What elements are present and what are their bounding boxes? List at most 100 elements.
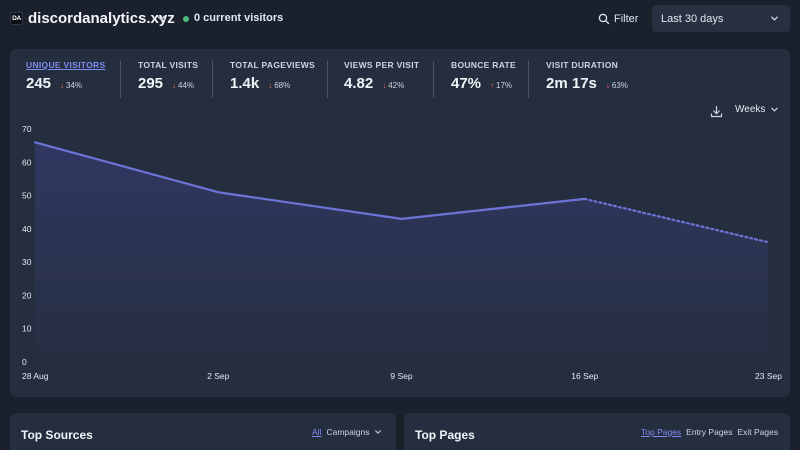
- series-line-segment: [217, 191, 403, 220]
- tab-campaigns[interactable]: Campaigns: [326, 427, 370, 437]
- stat-value-row: 2m 17s ↓ 63%: [546, 75, 628, 92]
- date-range-select[interactable]: Last 30 days: [652, 5, 790, 32]
- top-pages-title: Top Pages: [415, 428, 475, 442]
- stat-value: 1.4k: [230, 75, 260, 92]
- stat-change: ↓ 68%: [268, 81, 290, 90]
- stat-total-visits[interactable]: TOTAL VISITS 295 ↓ 44%: [138, 60, 198, 98]
- stat-change: ↓ 44%: [172, 81, 194, 90]
- y-tick-label: 30: [22, 257, 32, 267]
- y-tick-label: 50: [22, 191, 32, 201]
- arrow-down-icon: ↓: [172, 81, 177, 90]
- stat-value: 4.82: [344, 75, 374, 92]
- y-tick-label: 70: [22, 124, 32, 134]
- stat-value-row: 1.4k ↓ 68%: [230, 75, 315, 92]
- y-tick-label: 60: [22, 157, 32, 167]
- arrow-down-icon: ↓: [60, 81, 65, 90]
- stat-change-value: 68%: [274, 81, 291, 90]
- stat-label: TOTAL PAGEVIEWS: [230, 60, 316, 70]
- interval-select[interactable]: Weeks: [735, 104, 779, 115]
- data-point[interactable]: [399, 216, 405, 222]
- stat-value: 295: [138, 75, 164, 92]
- arrow-down-icon: ↓: [268, 81, 273, 90]
- tab-exit-pages[interactable]: Exit Pages: [737, 427, 779, 437]
- x-tick-label: 23 Sep: [755, 371, 782, 381]
- stat-views-per-visit[interactable]: VIEWS PER VISIT 4.82 ↓ 42%: [344, 60, 419, 98]
- arrow-down-icon: ↓: [382, 81, 387, 90]
- x-tick-label: 16 Sep: [571, 371, 598, 381]
- y-tick-label: 0: [22, 357, 27, 367]
- stat-visit-duration[interactable]: VISIT DURATION 2m 17s ↓ 63%: [546, 60, 628, 98]
- stat-divider: [433, 61, 434, 98]
- x-tick-label: 9 Sep: [390, 371, 412, 381]
- stat-change-value: 34%: [66, 81, 83, 90]
- visitors-line-chart: 0 10 20 30 40 50 60 70 28 Aug 2 Sep 9 Sep 16 Sep 23 …: [22, 124, 782, 381]
- top-pages-card: Top Pages Top Pages Entry Pages Exit Pag…: [404, 413, 790, 450]
- arrow-up-icon: ↑: [490, 81, 495, 90]
- data-point[interactable]: [765, 239, 771, 245]
- stat-change-value: 42%: [388, 81, 405, 90]
- series-area-fill: [35, 142, 768, 362]
- arrow-down-icon: ↓: [605, 81, 610, 90]
- stat-change-value: 17%: [496, 81, 513, 90]
- site-name[interactable]: discordanalytics.xyz: [28, 10, 175, 27]
- stat-bounce-rate[interactable]: BOUNCE RATE 47% ↑ 17%: [451, 60, 516, 98]
- y-tick-label: 10: [22, 324, 32, 334]
- top-sources-tabs: All Campaigns: [312, 427, 382, 437]
- stat-change: ↓ 63%: [606, 81, 628, 90]
- chevron-down-icon: [771, 16, 778, 21]
- stat-change: ↓ 34%: [60, 81, 82, 90]
- data-point[interactable]: [215, 189, 221, 195]
- stat-total-pageviews[interactable]: TOTAL PAGEVIEWS 1.4k ↓ 68%: [230, 60, 315, 98]
- y-tick-label: 40: [22, 224, 32, 234]
- main-graph-card: 0 10 20 30 40 50 60 70 28 Aug 2 Sep 9 Sep 16 Sep 23 …: [10, 49, 790, 397]
- date-range-label: Last 30 days: [661, 13, 724, 25]
- stat-divider: [528, 61, 529, 98]
- stat-divider: [212, 61, 213, 98]
- chevron-down-icon[interactable]: [155, 12, 167, 24]
- stat-value-row: 245 ↓ 34%: [26, 75, 105, 92]
- y-tick-label: 20: [22, 290, 32, 300]
- stat-value: 245: [26, 75, 52, 92]
- stat-label: VIEWS PER VISIT: [344, 60, 420, 70]
- stat-label: VISIT DURATION: [546, 60, 619, 70]
- stat-label: UNIQUE VISITORS: [26, 60, 106, 70]
- series-line-incomplete-segment: [583, 197, 770, 244]
- filter-button[interactable]: Filter: [598, 10, 638, 28]
- site-logo[interactable]: DA: [10, 12, 23, 25]
- live-status-dot-icon: [183, 16, 189, 22]
- data-point[interactable]: [32, 139, 38, 145]
- top-sources-card: Top Sources All Campaigns: [10, 413, 396, 450]
- top-bar: DA discordanalytics.xyz 0 current visito…: [0, 0, 800, 38]
- top-sources-title: Top Sources: [21, 428, 93, 442]
- series-line-segment: [33, 141, 220, 194]
- search-icon: [598, 13, 610, 25]
- stat-change: ↑ 17%: [490, 81, 512, 90]
- tab-entry-pages[interactable]: Entry Pages: [686, 427, 733, 437]
- stat-divider: [327, 61, 328, 98]
- stat-value: 47%: [451, 75, 482, 92]
- stat-value: 2m 17s: [546, 75, 597, 92]
- chevron-down-icon[interactable]: [374, 428, 382, 436]
- stat-label: TOTAL VISITS: [138, 60, 199, 70]
- stat-divider: [120, 61, 121, 98]
- stat-change-value: 63%: [611, 81, 628, 90]
- top-pages-tabs: Top Pages Entry Pages Exit Pages: [641, 427, 778, 437]
- stat-value-row: 47% ↑ 17%: [451, 75, 516, 92]
- current-visitors-count[interactable]: 0 current visitors: [194, 12, 284, 24]
- stat-change: ↓ 42%: [382, 81, 404, 90]
- tab-top-pages[interactable]: Top Pages: [641, 427, 682, 437]
- stat-value-row: 4.82 ↓ 42%: [344, 75, 419, 92]
- stat-value-row: 295 ↓ 44%: [138, 75, 198, 92]
- stat-label: BOUNCE RATE: [451, 60, 517, 70]
- download-icon[interactable]: [710, 105, 723, 118]
- filter-label: Filter: [614, 13, 639, 25]
- chevron-down-icon: [771, 107, 779, 112]
- series-line-segment: [400, 197, 586, 220]
- x-tick-label: 28 Aug: [22, 371, 49, 381]
- interval-label: Weeks: [735, 104, 766, 115]
- tab-all[interactable]: All: [312, 427, 322, 437]
- x-tick-label: 2 Sep: [207, 371, 229, 381]
- data-point[interactable]: [582, 196, 588, 202]
- stat-change-value: 44%: [178, 81, 195, 90]
- stat-unique-visitors[interactable]: UNIQUE VISITORS 245 ↓ 34%: [26, 60, 105, 98]
